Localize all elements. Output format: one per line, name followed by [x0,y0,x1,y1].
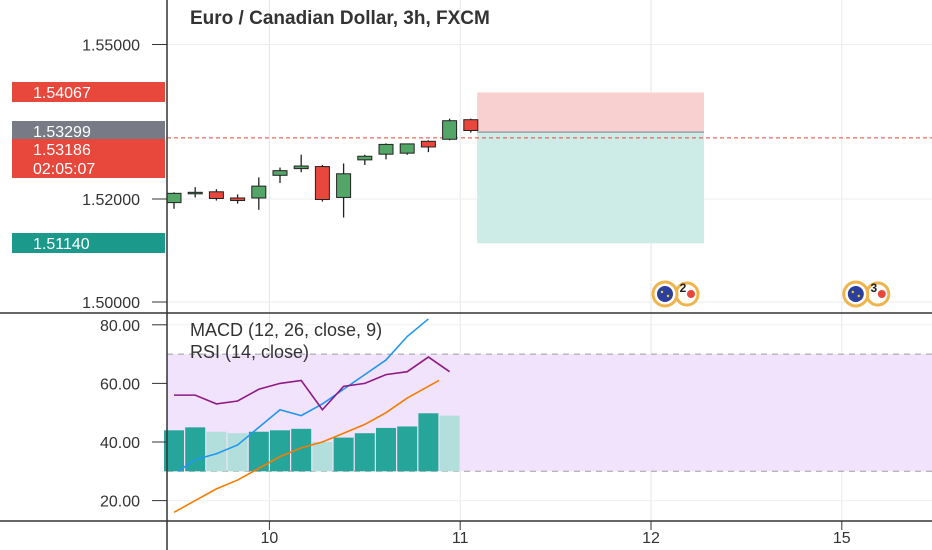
price-tag-label: 02:05:07 [33,161,95,178]
price-tag [12,121,165,141]
time-tick-label: 12 [642,530,660,547]
candle-body [272,170,288,176]
price-tag [12,158,165,178]
candle-body [357,155,373,161]
position-tool[interactable] [167,92,932,244]
candle-body [378,143,394,155]
candle-body [293,165,309,170]
macd-histogram-bar [312,442,333,472]
stop-loss-zone [477,92,704,133]
price-tag-label: 1.53186 [33,142,91,159]
macd-histogram-bar [206,431,227,472]
eu-flag-icon [847,286,864,302]
macd-histogram-bar [185,427,206,472]
eu-star-icon [857,294,860,298]
eu-star-icon [660,290,664,294]
rsi-line [174,356,451,412]
macd-histogram-bar [333,437,354,472]
candle-body [208,191,224,199]
candle-body [442,120,458,140]
candles [166,118,479,218]
indicator-tick-label: 60.00 [100,376,140,393]
price-tag [12,139,165,159]
event-flag-icon [687,290,695,298]
macd-histogram-bar [164,430,184,472]
macd-histogram-bar [397,426,418,472]
candle-body [166,192,182,204]
macd-histogram-bar [227,433,248,472]
macd-histogram-bar [418,413,439,472]
event-count: 3 [870,281,877,295]
time-tick-label: 11 [452,530,469,547]
indicator-label: MACD (12, 26, close, 9) [190,320,382,340]
candle-body [399,143,415,154]
event-count: 2 [680,281,687,295]
price-tag [12,233,165,253]
price-tick-label: 1.52000 [82,192,140,209]
time-tick-label: 10 [261,530,279,547]
time-tick-label: 15 [833,530,851,547]
price-tag-label: 1.53299 [33,124,91,141]
macd-histogram-bar [270,430,290,472]
indicator-tick-label: 80.00 [100,318,140,335]
indicator-label: RSI (14, close) [190,342,309,362]
candle-body [230,197,246,202]
candle-body [314,166,330,201]
price-tag-label: 1.51140 [33,236,90,253]
eu-star-icon [851,290,854,294]
macd-histogram-bar [248,431,269,472]
price-tick-label: 1.50000 [82,295,140,312]
price-tag [12,82,165,102]
chart-title: Euro / Canadian Dollar, 3h, FXCM [190,8,490,29]
macd-histogram-bar [354,433,375,472]
macd-histogram-bar [291,428,312,472]
signal-line [173,379,440,514]
macd-histogram-bar [439,415,460,472]
candle-body [251,185,267,199]
indicator-pane: MACD (12, 26, close, 9)RSI (14, close) [0,312,932,514]
candle-body [463,119,479,132]
macd-histogram-bar [376,427,396,472]
candle-body [187,191,203,195]
macd-line [177,318,429,472]
take-profit-zone [477,132,704,244]
eu-flag-icon [657,286,673,302]
eu-star-icon [666,294,670,298]
event-flag-icon [877,290,886,298]
price-tag-label: 1.54067 [33,85,91,102]
candle-body [336,173,352,198]
price-tick-label: 1.55000 [82,38,140,55]
candle-body [420,140,436,148]
indicator-tick-label: 40.00 [100,435,140,452]
indicator-tick-label: 20.00 [100,494,140,511]
